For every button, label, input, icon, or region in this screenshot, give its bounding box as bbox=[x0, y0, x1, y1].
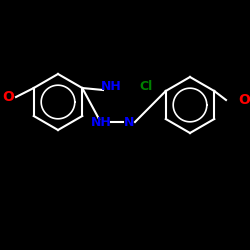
Text: Cl: Cl bbox=[140, 80, 152, 94]
Text: O: O bbox=[2, 90, 14, 104]
Text: NH: NH bbox=[100, 80, 121, 94]
Text: OH: OH bbox=[238, 93, 250, 107]
Text: N: N bbox=[124, 116, 134, 128]
Text: NH: NH bbox=[90, 116, 112, 128]
